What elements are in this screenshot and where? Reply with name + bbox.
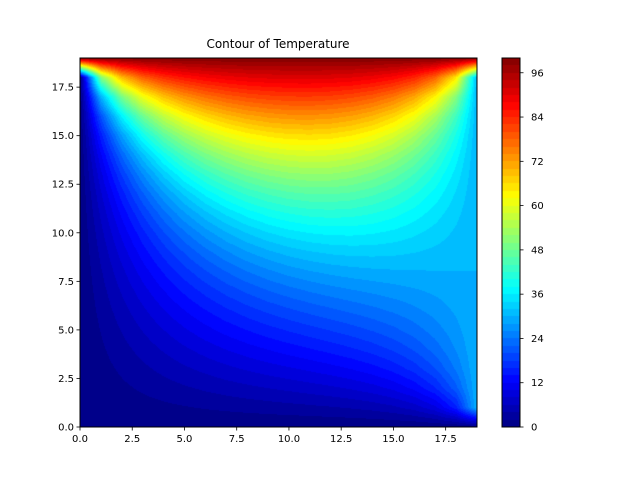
colorbar-tick-label: 48 <box>531 245 544 256</box>
y-tick-label: 0.0 <box>58 423 74 434</box>
plot-frame <box>79 57 478 428</box>
y-axis: 0.0 2.5 5.0 7.5 10.0 12.5 15.0 17.5 <box>52 83 80 434</box>
colorbar-tick-label: 84 <box>531 113 544 124</box>
y-tick-label: 17.5 <box>52 83 74 94</box>
colorbar-tick-label: 12 <box>531 378 544 389</box>
colorbar <box>501 57 521 428</box>
colorbar-tick-label: 24 <box>531 334 544 345</box>
y-tick-label: 12.5 <box>52 180 74 191</box>
y-tick-label: 7.5 <box>58 277 74 288</box>
colorbar-frame <box>501 57 521 428</box>
colorbar-gradient <box>502 58 520 427</box>
x-tick-label: 12.5 <box>330 434 352 445</box>
x-tick-label: 15.0 <box>382 434 404 445</box>
x-tick-label: 0.0 <box>72 434 88 445</box>
x-tick-label: 2.5 <box>124 434 140 445</box>
y-tick-label: 15.0 <box>52 131 74 142</box>
temperature-contour-field <box>80 58 477 427</box>
colorbar-tick-label: 72 <box>531 157 544 168</box>
x-tick-label: 10.0 <box>278 434 300 445</box>
colorbar-tick-label: 36 <box>531 290 544 301</box>
x-tick-label: 5.0 <box>177 434 193 445</box>
x-tick-label: 7.5 <box>229 434 245 445</box>
plot-area <box>79 57 478 428</box>
colorbar-tick-label: 0 <box>531 423 537 434</box>
y-tick-label: 10.0 <box>52 228 74 239</box>
colorbar-axis: 0 12 24 36 48 60 72 84 96 <box>520 68 544 434</box>
x-tick-label: 17.5 <box>435 434 457 445</box>
colorbar-tick-label: 96 <box>531 68 544 79</box>
chart-title: Contour of Temperature <box>206 37 349 51</box>
colorbar-tick-label: 60 <box>531 201 544 212</box>
x-axis: 0.0 2.5 5.0 7.5 10.0 12.5 15.0 17.5 <box>72 427 457 445</box>
y-tick-label: 2.5 <box>58 374 74 385</box>
y-tick-label: 5.0 <box>58 325 74 336</box>
